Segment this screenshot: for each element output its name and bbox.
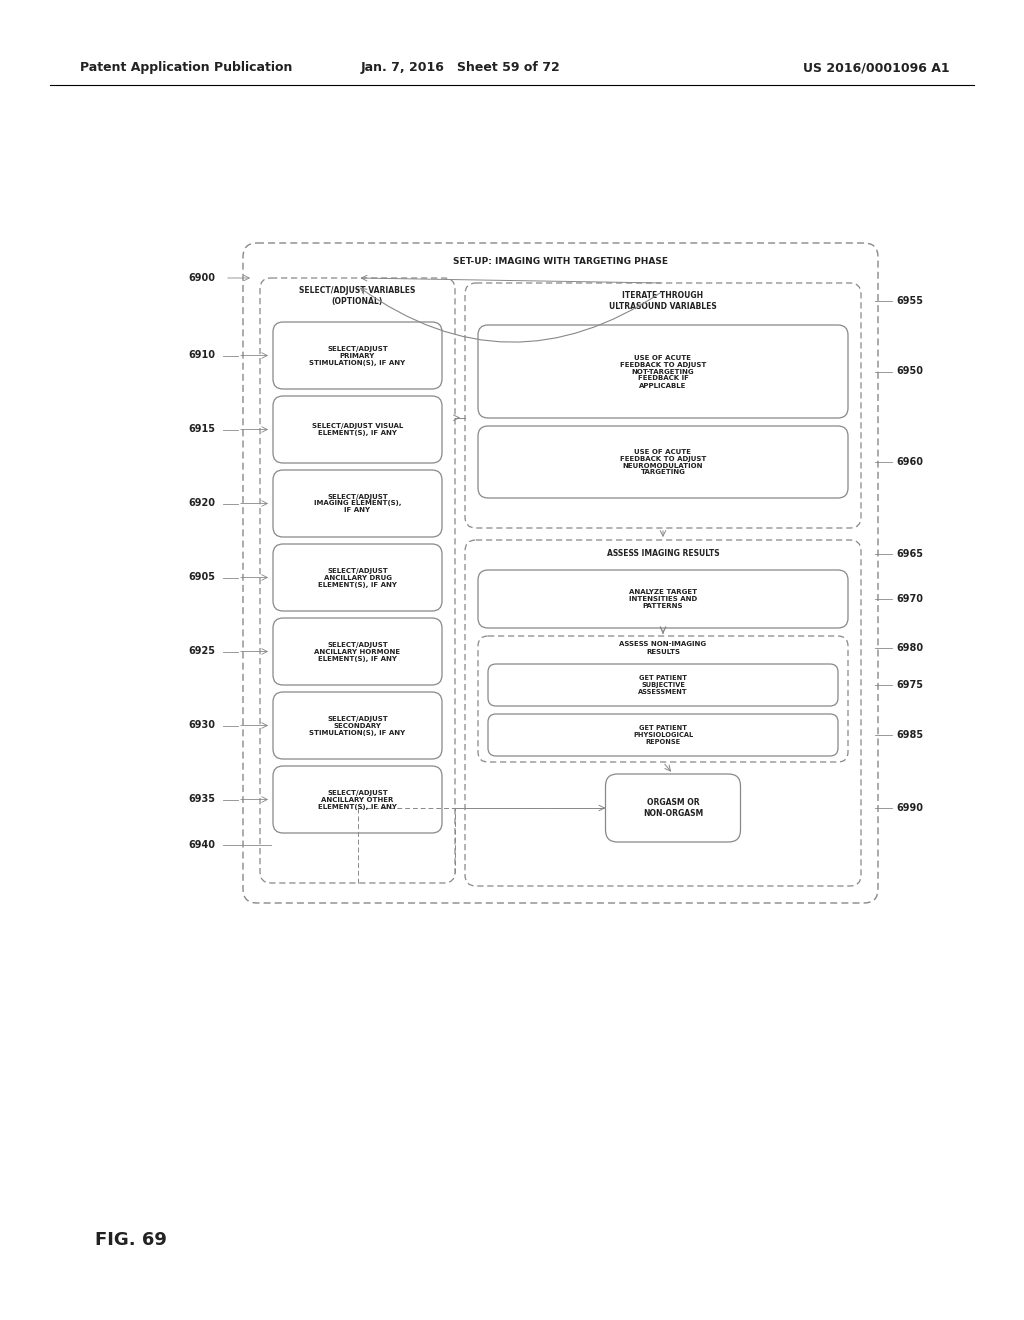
Text: 6990: 6990 (896, 803, 923, 813)
Text: SET-UP: IMAGING WITH TARGETING PHASE: SET-UP: IMAGING WITH TARGETING PHASE (453, 256, 668, 265)
Text: 6925: 6925 (188, 647, 215, 656)
Text: 6920: 6920 (188, 499, 215, 508)
Text: SELECT/ADJUST
ANCILLARY DRUG
ELEMENT(S), IF ANY: SELECT/ADJUST ANCILLARY DRUG ELEMENT(S),… (318, 568, 397, 587)
Text: 6970: 6970 (896, 594, 923, 605)
Text: SELECT/ADJUST
ANCILLARY OTHER
ELEMENT(S), IF ANY: SELECT/ADJUST ANCILLARY OTHER ELEMENT(S)… (318, 789, 397, 809)
Text: SELECT/ADJUST
IMAGING ELEMENT(S),
IF ANY: SELECT/ADJUST IMAGING ELEMENT(S), IF ANY (313, 494, 401, 513)
Text: 6915: 6915 (188, 425, 215, 434)
Text: GET PATIENT
PHYSIOLOGICAL
REPONSE: GET PATIENT PHYSIOLOGICAL REPONSE (633, 725, 693, 744)
FancyBboxPatch shape (478, 636, 848, 762)
Text: ANALYZE TARGET
INTENSITIES AND
PATTERNS: ANALYZE TARGET INTENSITIES AND PATTERNS (629, 589, 697, 609)
FancyBboxPatch shape (273, 544, 442, 611)
Text: 6960: 6960 (896, 457, 923, 467)
FancyBboxPatch shape (273, 692, 442, 759)
Text: SELECT/ADJUST VARIABLES
(OPTIONAL): SELECT/ADJUST VARIABLES (OPTIONAL) (299, 286, 416, 306)
Text: FIG. 69: FIG. 69 (95, 1232, 167, 1249)
FancyBboxPatch shape (465, 282, 861, 528)
FancyBboxPatch shape (605, 774, 740, 842)
Text: USE OF ACUTE
FEEDBACK TO ADJUST
NOT-TARGETING
FEEDBACK IF
APPLICABLE: USE OF ACUTE FEEDBACK TO ADJUST NOT-TARG… (620, 355, 707, 388)
FancyBboxPatch shape (465, 540, 861, 886)
Text: ITERATE THROUGH
ULTRASOUND VARIABLES: ITERATE THROUGH ULTRASOUND VARIABLES (609, 292, 717, 310)
Text: 6965: 6965 (896, 549, 923, 558)
Text: GET PATIENT
SUBJECTIVE
ASSESSMENT: GET PATIENT SUBJECTIVE ASSESSMENT (638, 675, 688, 696)
Text: ORGASM OR
NON-ORGASM: ORGASM OR NON-ORGASM (643, 799, 703, 817)
Text: US 2016/0001096 A1: US 2016/0001096 A1 (804, 62, 950, 74)
Text: USE OF ACUTE
FEEDBACK TO ADJUST
NEUROMODULATION
TARGETING: USE OF ACUTE FEEDBACK TO ADJUST NEUROMOD… (620, 449, 707, 475)
Text: 6905: 6905 (188, 573, 215, 582)
Text: Jan. 7, 2016   Sheet 59 of 72: Jan. 7, 2016 Sheet 59 of 72 (360, 62, 560, 74)
Text: SELECT/ADJUST
SECONDARY
STIMULATION(S), IF ANY: SELECT/ADJUST SECONDARY STIMULATION(S), … (309, 715, 406, 735)
FancyBboxPatch shape (478, 325, 848, 418)
Text: 6955: 6955 (896, 296, 923, 306)
Text: 6900: 6900 (188, 273, 215, 282)
FancyBboxPatch shape (273, 396, 442, 463)
FancyBboxPatch shape (488, 714, 838, 756)
Text: 6940: 6940 (188, 840, 215, 850)
Text: Patent Application Publication: Patent Application Publication (80, 62, 293, 74)
Text: SELECT/ADJUST VISUAL
ELEMENT(S), IF ANY: SELECT/ADJUST VISUAL ELEMENT(S), IF ANY (312, 422, 403, 436)
FancyBboxPatch shape (273, 322, 442, 389)
Text: 6950: 6950 (896, 367, 923, 376)
Text: 6980: 6980 (896, 643, 923, 653)
Text: 6935: 6935 (188, 795, 215, 804)
Text: ASSESS NON-IMAGING
RESULTS: ASSESS NON-IMAGING RESULTS (620, 642, 707, 655)
FancyBboxPatch shape (243, 243, 878, 903)
Text: 6975: 6975 (896, 680, 923, 690)
Text: SELECT/ADJUST
ANCILLARY HORMONE
ELEMENT(S), IF ANY: SELECT/ADJUST ANCILLARY HORMONE ELEMENT(… (314, 642, 400, 661)
Text: 6985: 6985 (896, 730, 923, 741)
FancyBboxPatch shape (273, 470, 442, 537)
Text: ASSESS IMAGING RESULTS: ASSESS IMAGING RESULTS (606, 549, 719, 558)
FancyBboxPatch shape (488, 664, 838, 706)
FancyBboxPatch shape (273, 618, 442, 685)
FancyBboxPatch shape (478, 426, 848, 498)
FancyBboxPatch shape (273, 766, 442, 833)
Text: 6910: 6910 (188, 351, 215, 360)
FancyBboxPatch shape (260, 279, 455, 883)
Text: 6930: 6930 (188, 721, 215, 730)
Text: SELECT/ADJUST
PRIMARY
STIMULATION(S), IF ANY: SELECT/ADJUST PRIMARY STIMULATION(S), IF… (309, 346, 406, 366)
FancyBboxPatch shape (478, 570, 848, 628)
